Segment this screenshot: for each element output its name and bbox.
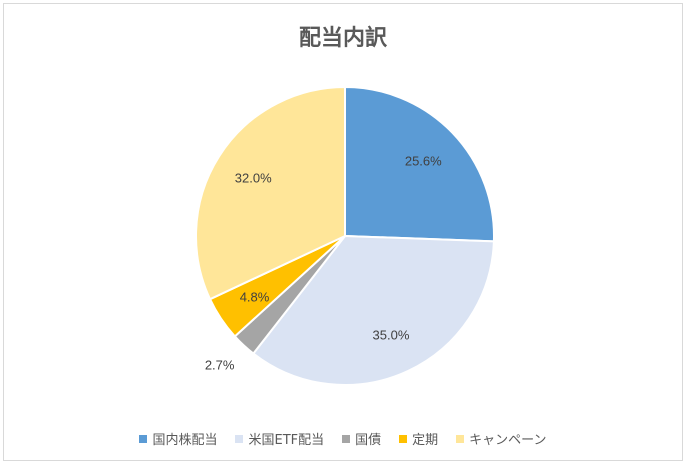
chart-legend: 国内株配当 米国ETF配当 国債 定期 キャンペーン [4, 429, 682, 448]
data-label-4: 4.8% [240, 289, 270, 304]
data-label-2: 35.0% [373, 328, 410, 343]
chart-area: 配当内訳 25.6% 35.0% 2.7% 4.8% 32.0% 国内株配当 米国ETF配… [3, 3, 683, 461]
legend-swatch-1 [139, 434, 148, 443]
legend-item-3: 国債 [342, 429, 381, 448]
legend-swatch-5 [456, 434, 465, 443]
legend-item-5: キャンペーン [456, 429, 547, 448]
pie-slice-5 [195, 85, 346, 301]
legend-swatch-2 [235, 434, 244, 443]
pie-slice-1 [344, 85, 495, 243]
legend-label-1: 国内株配当 [152, 433, 218, 448]
data-label-5: 32.0% [235, 171, 272, 186]
legend-label-3: 国債 [355, 433, 382, 448]
legend-swatch-4 [399, 434, 408, 443]
legend-swatch-3 [342, 434, 351, 443]
legend-label-4: 定期 [412, 433, 439, 448]
chart-title: 配当内訳 [298, 26, 387, 51]
legend-item-2: 米国ETF配当 [235, 429, 324, 448]
data-label-1: 25.6% [405, 153, 442, 168]
data-label-3: 2.7% [205, 357, 235, 372]
legend-label-2: 米国ETF配当 [248, 433, 325, 448]
legend-item-1: 国内株配当 [139, 429, 217, 448]
pie-slice-2 [251, 234, 495, 386]
pie-chart: 25.6% 35.0% 2.7% 4.8% 32.0% [195, 85, 495, 386]
legend-label-5: キャンペーン [469, 433, 547, 448]
legend-item-4: 定期 [399, 429, 438, 448]
